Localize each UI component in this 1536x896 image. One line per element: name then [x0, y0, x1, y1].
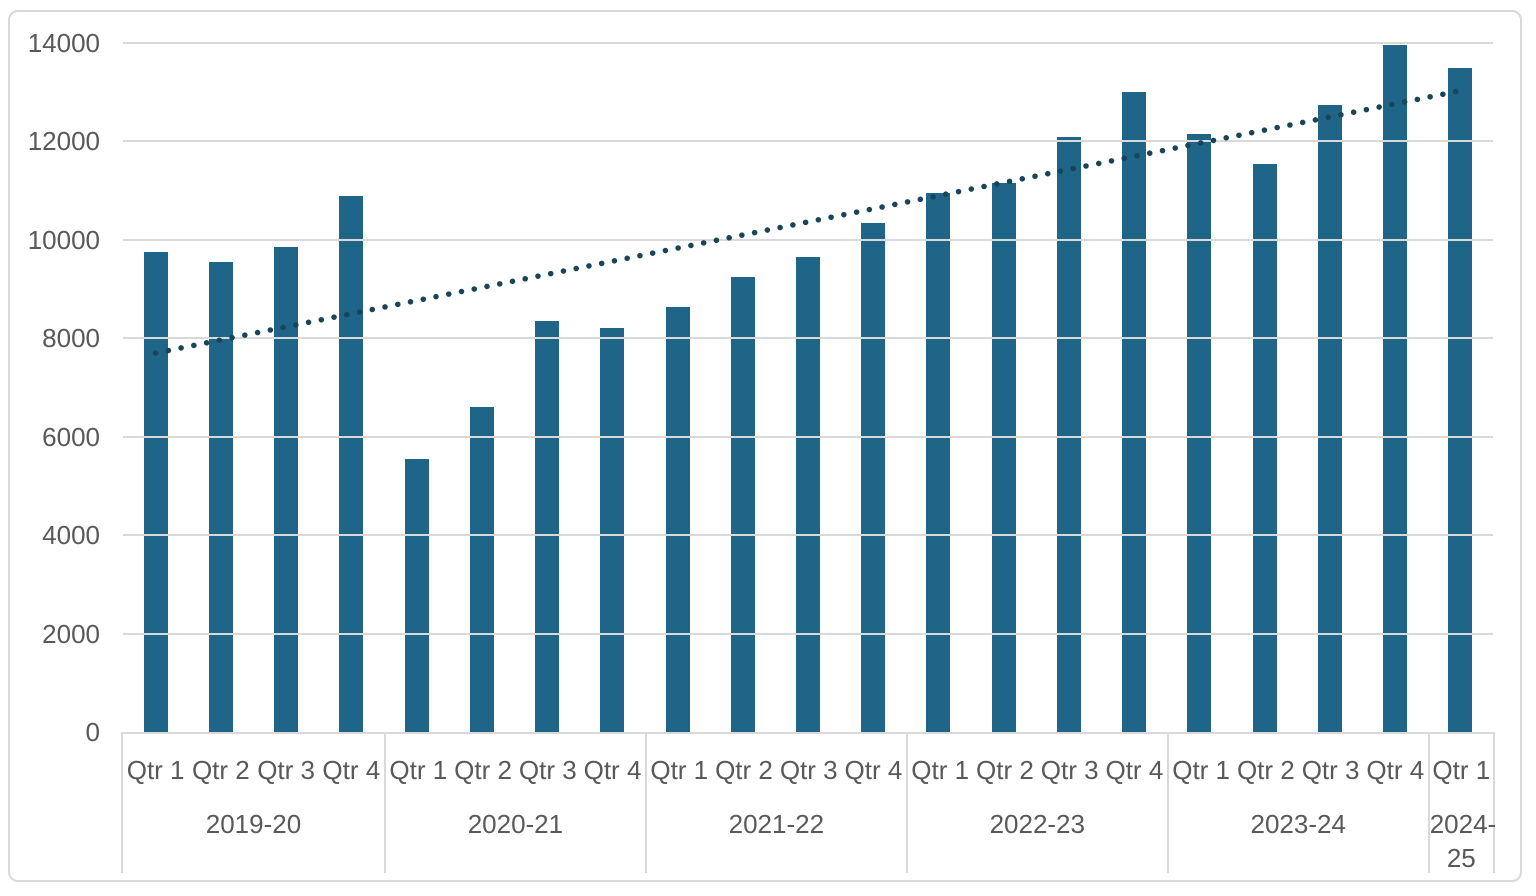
bar — [1252, 163, 1277, 732]
gridline — [123, 435, 1493, 438]
quarter-label: Qtr 4 — [583, 755, 642, 785]
x-axis-year-group: Qtr 1 Qtr 2 Qtr 3 Qtr 4 2021-22 — [644, 734, 906, 873]
bar — [339, 195, 364, 732]
bar — [1187, 134, 1212, 732]
quarter-label-row: Qtr 1 Qtr 2 Qtr 3 Qtr 4 — [1169, 753, 1428, 787]
bar — [274, 247, 299, 732]
x-axis-year-group: Qtr 1 Qtr 2 Qtr 3 Qtr 4 2019-20 — [123, 734, 384, 873]
gridline — [123, 632, 1493, 635]
y-tick-label: 10000 — [27, 224, 100, 255]
y-tick-label: 4000 — [42, 520, 100, 551]
quarter-label: Qtr 1 — [911, 755, 970, 785]
gridline — [123, 337, 1493, 340]
y-tick-label: 0 — [85, 717, 100, 747]
quarter-label-row: Qtr 1 Qtr 2 Qtr 3 Qtr 4 — [908, 753, 1167, 787]
quarter-label: Qtr 4 — [322, 755, 381, 785]
year-label: 2019-20 — [205, 809, 302, 839]
y-tick-label: 6000 — [42, 421, 100, 452]
bar — [1383, 45, 1408, 732]
bar — [208, 262, 233, 732]
y-tick-label: 14000 — [27, 28, 100, 58]
quarter-label: Qtr 3 — [779, 755, 838, 785]
bar — [143, 252, 168, 732]
quarter-label-row: Qtr 1 Qtr 2 Qtr 3 Qtr 4 — [647, 753, 906, 787]
bar — [730, 276, 755, 732]
year-label: 2022-23 — [989, 809, 1085, 839]
x-axis: Qtr 1 Qtr 2 Qtr 3 Qtr 4 2019-20 Qtr 1 Qtr 2 Qtr… — [121, 732, 1497, 873]
gridline — [123, 238, 1493, 241]
quarter-label: Qtr 4 — [844, 755, 903, 785]
year-label: 2023-24 — [1250, 809, 1346, 839]
quarter-label: Qtr 2 — [715, 755, 773, 785]
quarter-label: Qtr 4 — [1105, 755, 1164, 785]
y-tick-label: 12000 — [27, 126, 100, 157]
gridline — [123, 42, 1493, 44]
x-axis-year-group: Qtr 1 Qtr 2 Qtr 3 Qtr 4 2020-21 — [383, 734, 645, 873]
bar — [861, 222, 886, 732]
bar — [469, 407, 494, 732]
bar — [991, 183, 1016, 732]
y-tick-label: 2000 — [42, 618, 100, 649]
bar — [404, 458, 429, 732]
quarter-label-row: Qtr 1 Qtr 2 Qtr 3 Qtr 4 — [123, 753, 384, 787]
quarter-label: Qtr 1 — [1172, 755, 1231, 785]
bar — [796, 257, 820, 732]
year-label: 2020-21 — [467, 809, 564, 839]
bar — [600, 328, 625, 732]
quarter-label: Qtr 3 — [1040, 755, 1099, 785]
quarter-label: Qtr 3 — [518, 755, 577, 785]
x-axis-year-group: Qtr 1 2024-25 — [1427, 734, 1497, 873]
quarter-label: Qtr 2 — [976, 755, 1034, 785]
quarter-label: Qtr 2 — [454, 755, 512, 785]
bar — [665, 307, 690, 732]
gridline — [123, 140, 1493, 143]
quarter-label: Qtr 1 — [126, 755, 185, 785]
year-label: 2024-25 — [1429, 809, 1497, 873]
y-tick-label: 8000 — [42, 323, 100, 354]
bar — [1317, 104, 1342, 732]
quarter-label: Qtr 3 — [1301, 755, 1360, 785]
quarter-label-row: Qtr 1 Qtr 2 Qtr 3 Qtr 4 — [386, 753, 645, 787]
quarter-label: Qtr 2 — [1236, 755, 1295, 785]
bar — [535, 321, 560, 732]
quarter-label-row: Qtr 1 — [1430, 753, 1493, 787]
bar — [926, 193, 951, 732]
x-axis-year-group: Qtr 1 Qtr 2 Qtr 3 Qtr 4 2022-23 — [905, 734, 1167, 873]
quarter-label: Qtr 2 — [191, 755, 250, 785]
quarter-label: Qtr 4 — [1366, 755, 1425, 785]
quarter-label: Qtr 1 — [1432, 755, 1491, 785]
quarter-label: Qtr 3 — [257, 755, 315, 785]
bar — [1056, 136, 1081, 732]
quarter-label: Qtr 1 — [389, 755, 448, 785]
quarter-label: Qtr 1 — [650, 755, 709, 785]
gridline — [123, 534, 1493, 537]
x-axis-year-group: Qtr 1 Qtr 2 Qtr 3 Qtr 4 2023-24 — [1166, 734, 1428, 873]
year-label: 2021-22 — [728, 809, 825, 839]
bar — [1122, 92, 1147, 732]
